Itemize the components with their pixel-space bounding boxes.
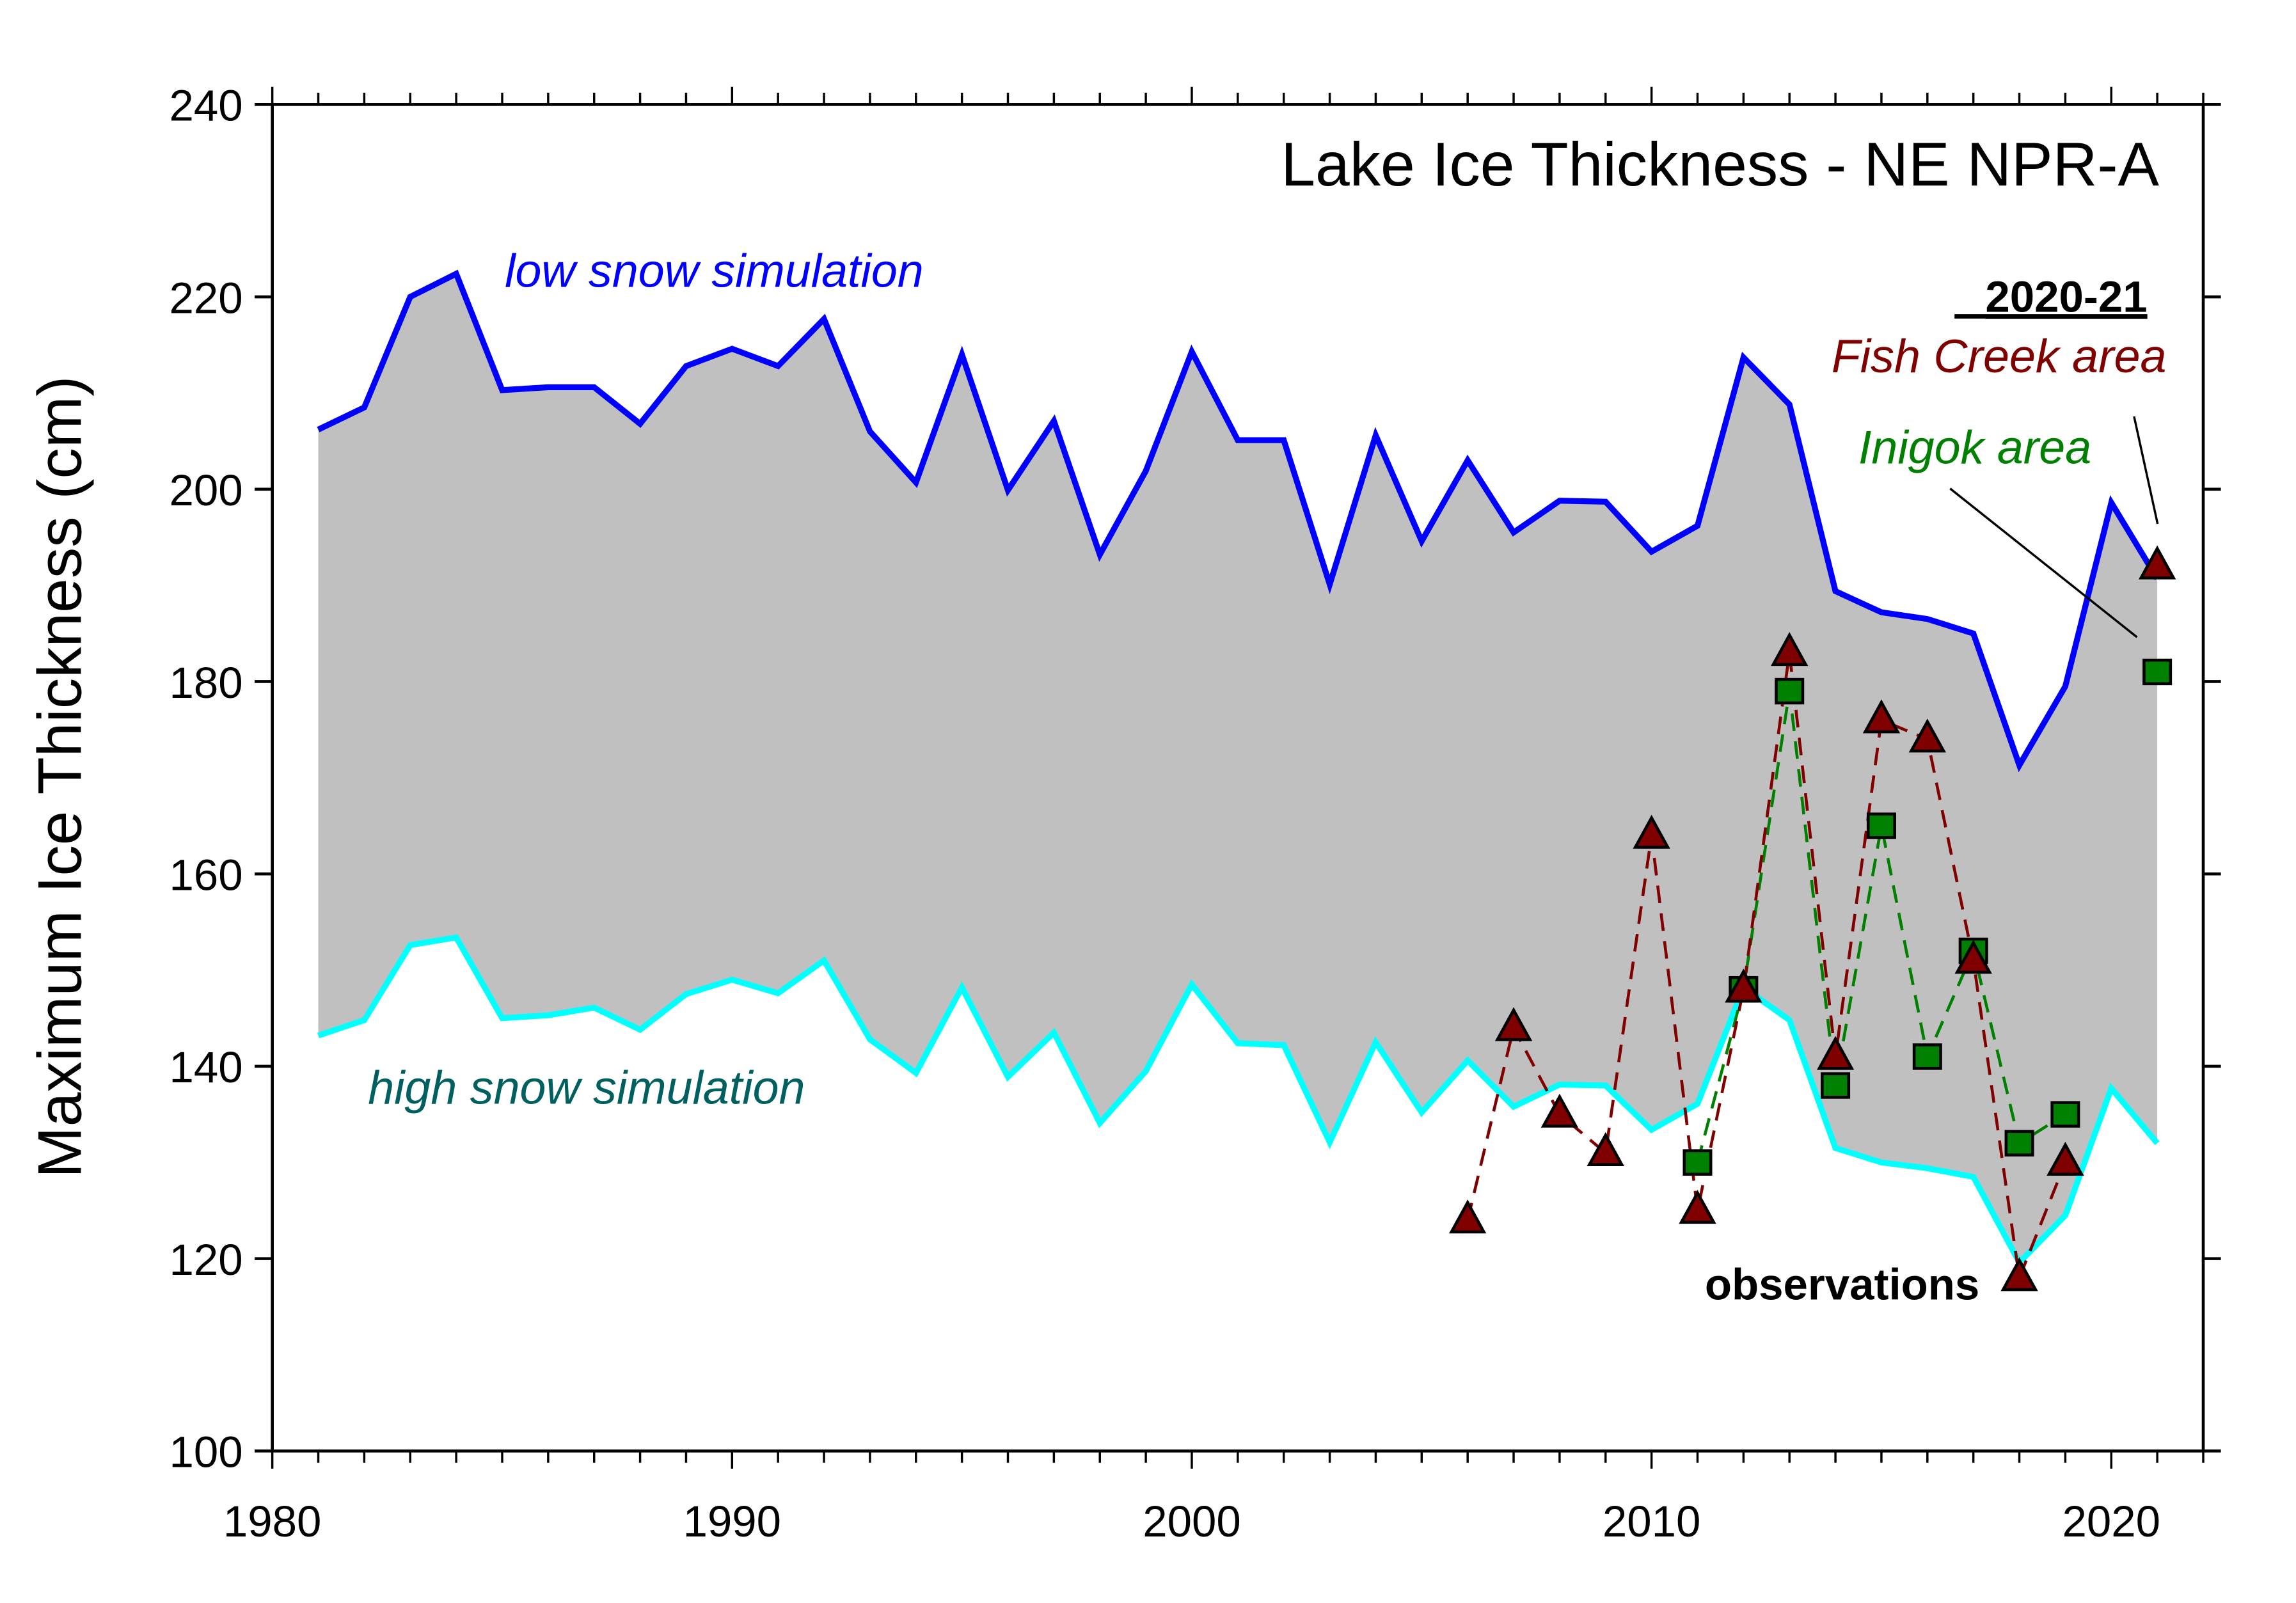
y-tick-label-220: 220 [170,273,243,322]
y-tick-label-160: 160 [170,851,243,900]
x-tick-label-1980: 1980 [223,1497,322,1546]
y-tick-label-200: 200 [170,466,243,515]
season-label: 2020-21 [1985,272,2147,322]
inigok-point-2016 [1912,1043,1942,1070]
low-snow-label: low snow simulation [505,244,924,297]
fish-creek-point-2006 [1448,1199,1487,1234]
fish-creek-dashed-line [1466,652,2067,1284]
fish-creek-point-2013 [1771,631,1809,667]
inigok-point-2011 [1682,1149,1713,1176]
simulation-range-band [318,273,2158,1263]
y-tick-label-240: 240 [170,81,243,130]
x-tick-label-2000: 2000 [1143,1497,1241,1546]
high-snow-label: high snow simulation [368,1061,805,1114]
fish-creek-point-2008 [1540,1093,1579,1128]
inigok-label: Inigok area [1858,421,2091,474]
fish-creek-point-2016 [1908,718,1947,753]
fish-creek-point-2019 [2047,1141,2084,1176]
inigok-point-2013 [1775,677,1805,705]
y-tick-label-120: 120 [170,1235,243,1284]
fish-creek-label: Fish Creek area [1832,329,2167,383]
fish-creek-point-2011 [1679,1190,1716,1224]
high-snow-line [317,934,2160,1268]
fish-creek-point-2010 [1633,814,1670,849]
fish-creek-point-2021 [2138,545,2176,580]
low-snow-line [317,269,2160,773]
observations-label: observations [1705,1260,1979,1309]
fish-creek-point-2007 [1494,1007,1533,1041]
inigok-leader-line [1949,487,2138,638]
x-tick-label-1990: 1990 [683,1497,782,1546]
inigok-point-2015 [1866,812,1896,839]
x-tick-label-2020: 2020 [2062,1497,2161,1546]
fish-creek-leader-line [2133,416,2159,525]
inigok-point-2021 [2142,658,2173,686]
inigok-point-2019 [2050,1101,2080,1128]
fish-creek-point-2014 [1816,1036,1855,1070]
fish-creek-point-2015 [1862,699,1901,734]
fish-creek-point-2018 [2000,1257,2038,1291]
fish-creek-point-2009 [1587,1132,1624,1166]
y-tick-label-100: 100 [170,1428,243,1477]
chart-title: Lake Ice Thickness - NE NPR-A [1281,130,2159,199]
x-tick-label-2010: 2010 [1603,1497,1701,1546]
fish-creek-point-2017 [1954,940,1992,974]
y-tick-label-180: 180 [170,658,243,707]
y-axis-label: Maximum Ice Thickness (cm) [26,376,95,1178]
inigok-dashed-line [1696,691,2066,1163]
inigok-point-2014 [1821,1072,1851,1099]
y-tick-label-140: 140 [170,1043,243,1092]
fish-creek-point-2012 [1725,968,1762,1003]
inigok-point-2018 [2004,1130,2034,1157]
